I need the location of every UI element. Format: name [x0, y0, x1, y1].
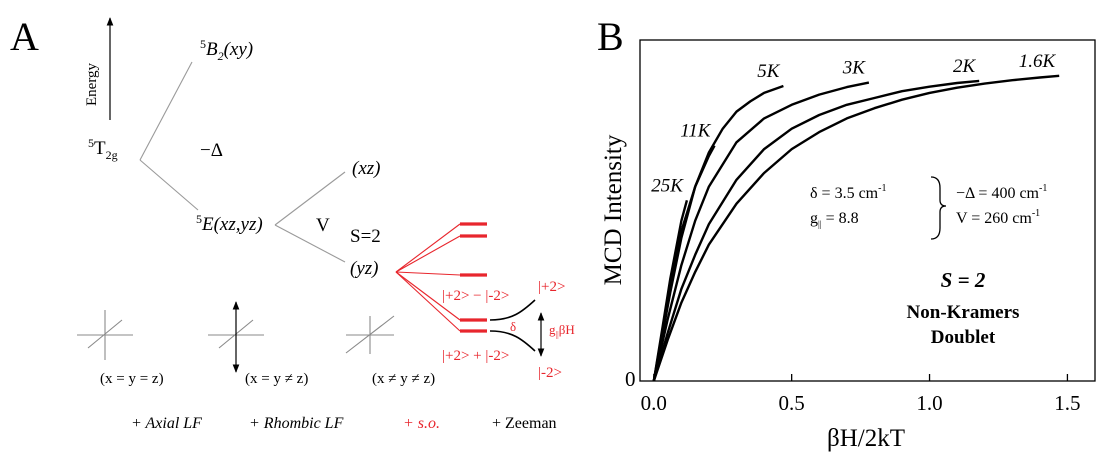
x-axis-ticks: 0.0 0.5 1.0 1.5: [641, 374, 1081, 415]
param-v: V = 260 cm-1: [956, 208, 1040, 227]
step-label-so: + s.o.: [403, 415, 440, 432]
temp-label-3K: 3K: [842, 58, 867, 79]
x-axis-title: βH/2kT: [827, 425, 905, 452]
step-label-zeeman: + Zeeman: [492, 415, 557, 432]
temp-label-1_6K: 1.6K: [1019, 51, 1057, 72]
level-t2g: 5T2g: [88, 136, 118, 162]
y-tick-zero: 0: [625, 367, 636, 391]
mcd-curve-2K: [652, 79, 980, 382]
panel-b: B 0.0 0.5 1.0 1.5 1.6K 2K 3K 5K 11K 25K 0 βH/2kT…: [597, 14, 1096, 452]
level-e: 5E(xz,yz): [196, 212, 263, 235]
param-g: g|| = 8.8: [810, 210, 859, 229]
gbh-label: g||βH: [549, 322, 575, 339]
mcd-curve-3K: [652, 81, 870, 382]
param-delta: δ = 3.5 cm-1: [810, 183, 886, 202]
state-plus-plus: |+2> + |-2>: [442, 348, 509, 364]
geometry-label-cubic: (x = y = z): [100, 371, 164, 387]
state-plus-two: |+2>: [538, 279, 565, 295]
state-minus-two: |-2>: [538, 365, 562, 381]
level-b2: 5B2(xy): [200, 37, 253, 63]
spin-label-b: S = 2: [941, 268, 986, 292]
doublet-line-1: Non-Kramers: [907, 302, 1020, 323]
temp-label-11K: 11K: [680, 121, 712, 142]
temperature-labels: 1.6K 2K 3K 5K 11K 25K: [651, 51, 1056, 196]
y-axis-title: MCD Intensity: [600, 134, 627, 285]
zeeman-curve-lower: [489, 330, 536, 352]
energy-axis-label: Energy: [84, 62, 100, 106]
param-brace: [930, 176, 947, 240]
mcd-curve-25K: [652, 199, 689, 382]
panel-b-label: B: [597, 14, 624, 59]
zeeman-curve-upper: [489, 299, 536, 321]
temp-label-25K: 25K: [651, 175, 684, 196]
x-tick-label: 1.0: [916, 391, 942, 415]
so-levels: [460, 222, 487, 333]
geometry-rhombic: [345, 315, 395, 354]
mcd-curve-1_6K: [652, 74, 1060, 382]
mcd-curve-5K: [652, 84, 784, 382]
panel-a-label: A: [10, 14, 39, 59]
temp-label-2K: 2K: [953, 56, 977, 77]
step-label-axial: + Axial LF: [131, 415, 202, 432]
spin-label-a: S=2: [350, 226, 381, 247]
level-yz: (yz): [350, 258, 378, 279]
geometry-label-rhombic: (x ≠ y ≠ z): [372, 371, 435, 387]
mcd-curves: [652, 74, 1060, 382]
state-plus-minus: |+2> − |-2>: [442, 288, 509, 304]
geometry-cubic: [77, 310, 133, 360]
level-connectors: [139, 61, 346, 263]
delta-label: δ: [510, 319, 516, 334]
step-label-rhombic: + Rhombic LF: [249, 415, 344, 432]
temp-label-5K: 5K: [757, 61, 781, 82]
level-xz: (xz): [352, 158, 380, 179]
plot-frame: [639, 39, 1096, 382]
panel-a: A Energy 5T2g 5B2(xy) 5E(xz,yz) −Δ V (xz…: [10, 14, 575, 432]
so-fan-lines: [395, 223, 461, 332]
doublet-line-2: Doublet: [931, 327, 996, 348]
neg-delta-label: −Δ: [200, 140, 223, 161]
geometry-label-axial: (x = y ≠ z): [245, 371, 308, 387]
x-tick-label: 0.0: [641, 391, 667, 415]
param-neg-delta: −Δ = 400 cm-1: [956, 183, 1047, 202]
x-tick-label: 0.5: [779, 391, 805, 415]
v-label: V: [316, 215, 330, 236]
x-tick-label: 1.5: [1054, 391, 1080, 415]
